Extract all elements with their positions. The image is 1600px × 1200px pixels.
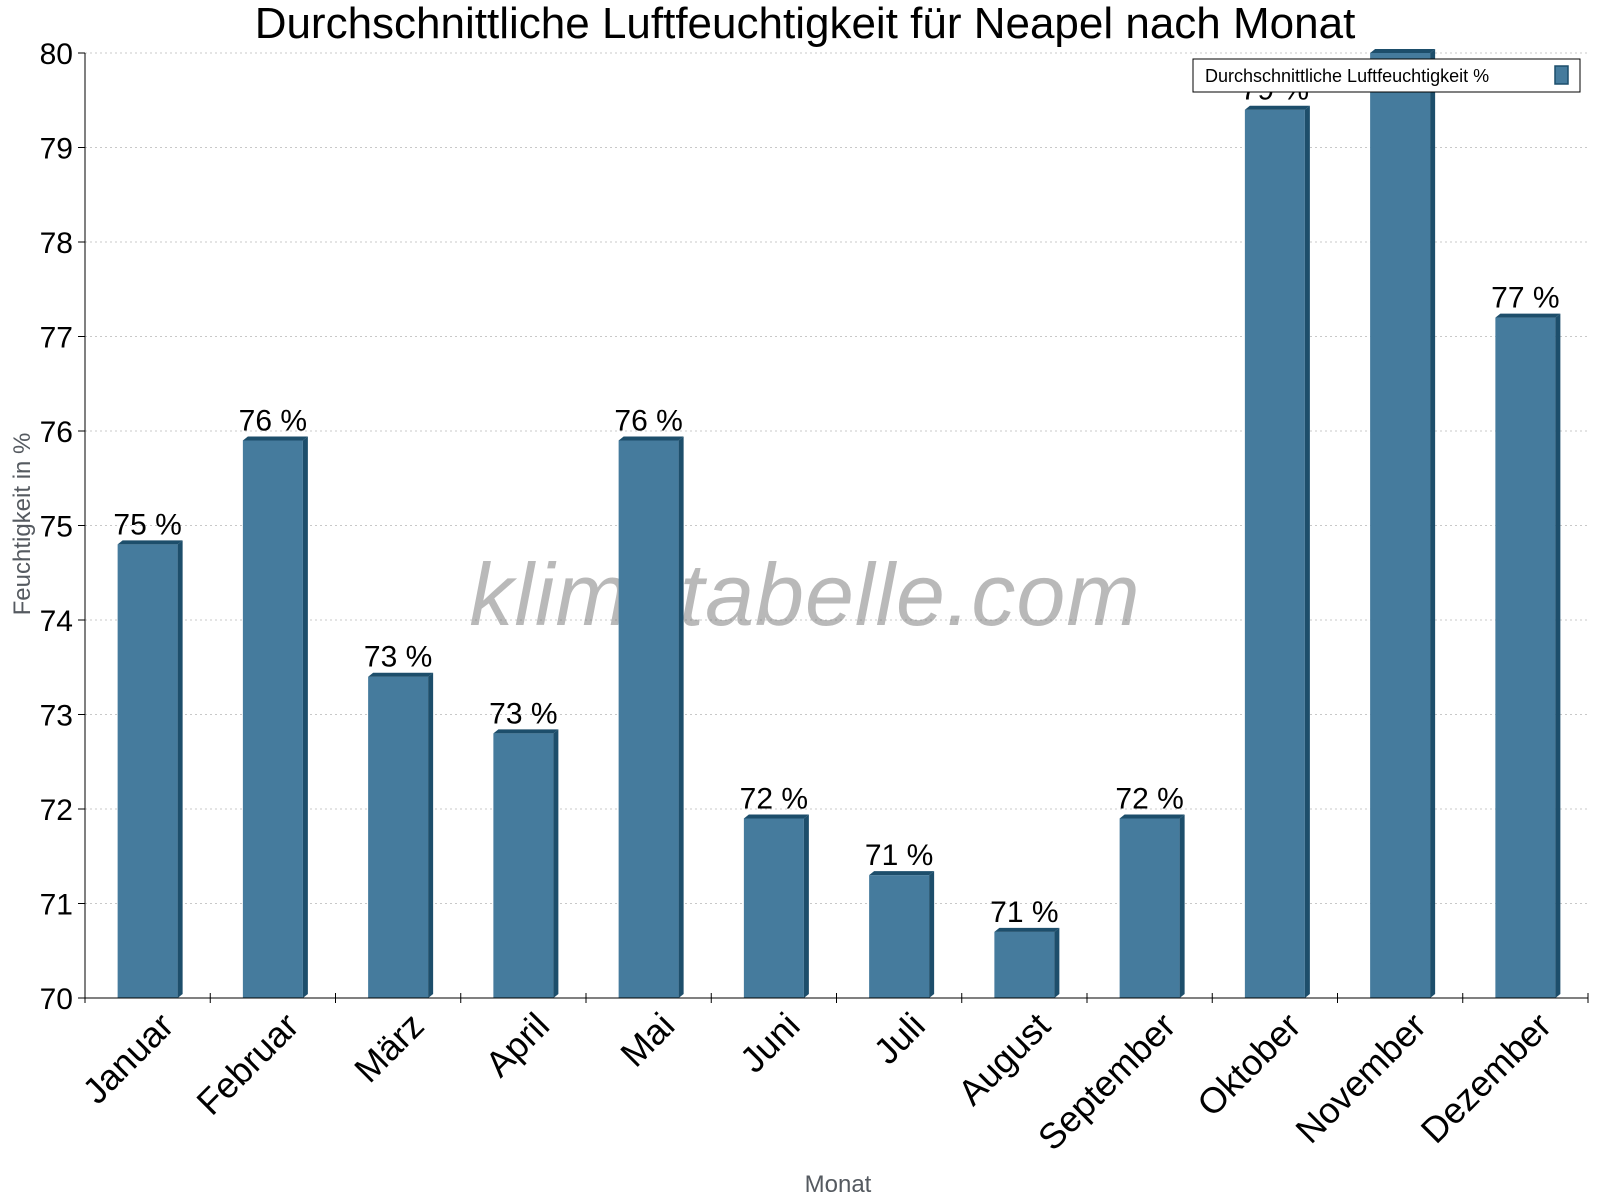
bar-top <box>869 871 935 876</box>
bar-top <box>994 927 1060 932</box>
bar-side <box>678 436 684 998</box>
bar <box>994 927 1060 998</box>
bar <box>869 871 935 998</box>
y-tick-label: 78 <box>40 227 73 260</box>
x-category-label: Dezember <box>1413 1005 1559 1151</box>
y-tick-label: 73 <box>40 700 73 733</box>
legend-swatch <box>1554 65 1569 85</box>
x-axis-categories: Januar Februar März April Mai Juni Juli AugustS… <box>74 1005 1559 1159</box>
bar-top <box>117 540 183 545</box>
bar <box>1119 814 1185 998</box>
x-category-label: November <box>1287 1005 1433 1151</box>
x-category-label: Oktober <box>1189 1005 1309 1125</box>
bar-front <box>242 440 303 998</box>
bar <box>1244 105 1310 998</box>
bar-top <box>618 436 684 441</box>
x-category-label: Mai <box>612 1005 682 1075</box>
legend-box <box>1192 58 1581 93</box>
bar-top <box>1244 105 1310 110</box>
bar <box>1495 313 1561 999</box>
data-label: 71 % <box>990 896 1058 929</box>
chart-title: Durchschnittliche Luftfeuchtigkeit für N… <box>255 0 1356 48</box>
y-tick-label: 72 <box>40 794 73 827</box>
bar-side <box>1430 49 1436 998</box>
bar-front <box>618 440 679 998</box>
x-category-label: Juni <box>732 1005 808 1081</box>
bar-top <box>1370 49 1436 53</box>
bar-top <box>1119 814 1185 819</box>
x-axis-label: Monat <box>805 1171 872 1198</box>
x-category-label: Juli <box>866 1005 933 1072</box>
x-category-label: September <box>1030 1005 1184 1159</box>
y-tick-label: 80 <box>40 38 73 71</box>
data-label: 71 % <box>865 839 933 872</box>
bar-side <box>302 436 308 998</box>
x-category-label: Februar <box>188 1005 306 1123</box>
bar-top <box>368 672 434 677</box>
legend: Durchschnittliche Luftfeuchtigkeit % <box>1192 58 1581 93</box>
bar-top <box>1495 313 1561 318</box>
bar-front <box>869 875 930 998</box>
data-label: 72 % <box>740 782 808 815</box>
x-category-label: März <box>346 1005 432 1091</box>
bar <box>368 672 434 998</box>
data-label: 76 % <box>239 404 307 437</box>
bar-front <box>743 818 804 998</box>
bar-front <box>1119 818 1180 998</box>
x-category-label: August <box>950 1005 1058 1113</box>
bar-front <box>1495 317 1556 999</box>
bar-side <box>1054 927 1060 998</box>
data-label: 72 % <box>1115 782 1183 815</box>
bar <box>493 729 559 998</box>
y-tick-label: 77 <box>40 322 73 355</box>
bar-side <box>803 814 809 998</box>
bar-side <box>177 540 183 998</box>
bar-side <box>929 871 935 998</box>
bar <box>1370 49 1436 998</box>
y-axis-ticks: 70 71 72 73 74 75 76 77 78 79 80 <box>40 38 85 1016</box>
data-label: 76 % <box>614 404 682 437</box>
y-tick-label: 74 <box>40 605 73 638</box>
bar-top <box>743 814 809 819</box>
y-tick-label: 76 <box>40 416 73 449</box>
bar-side <box>1179 814 1185 998</box>
bar-front <box>1370 53 1431 998</box>
bar-top <box>242 436 308 441</box>
bar <box>618 436 684 998</box>
bar-side <box>428 672 434 998</box>
legend-label: Durchschnittliche Luftfeuchtigkeit % <box>1205 66 1489 86</box>
bar <box>743 814 809 998</box>
data-label: 75 % <box>113 508 181 541</box>
data-label: 73 % <box>489 697 557 730</box>
data-label: 77 % <box>1491 282 1559 315</box>
bar-front <box>117 544 178 998</box>
grid-lines <box>85 52 1588 999</box>
bar-side <box>1304 105 1310 998</box>
x-category-label: April <box>477 1005 557 1085</box>
bar <box>242 436 308 998</box>
watermark-text: klimatabelle.com <box>469 545 1140 644</box>
bar-side <box>1555 313 1561 999</box>
y-axis-label: Feuchtigkeit in % <box>9 433 36 616</box>
bar-front <box>994 931 1055 998</box>
bars <box>117 49 1561 999</box>
x-axis-ticks <box>84 993 1589 1003</box>
bar-front <box>493 733 554 998</box>
bar-front <box>368 676 429 998</box>
x-category-label: Januar <box>74 1005 181 1112</box>
y-tick-label: 71 <box>40 889 73 922</box>
y-tick-label: 70 <box>40 983 73 1016</box>
bar-top <box>493 729 559 734</box>
y-tick-label: 75 <box>40 511 73 544</box>
data-labels: 75 %76 %73 %73 %76 %72 %71 %71 %72 %79 %… <box>113 74 1559 929</box>
data-label: 73 % <box>364 641 432 674</box>
bar <box>117 540 183 998</box>
bar-front <box>1244 109 1305 998</box>
bar-side <box>553 729 559 998</box>
y-tick-label: 79 <box>40 133 73 166</box>
